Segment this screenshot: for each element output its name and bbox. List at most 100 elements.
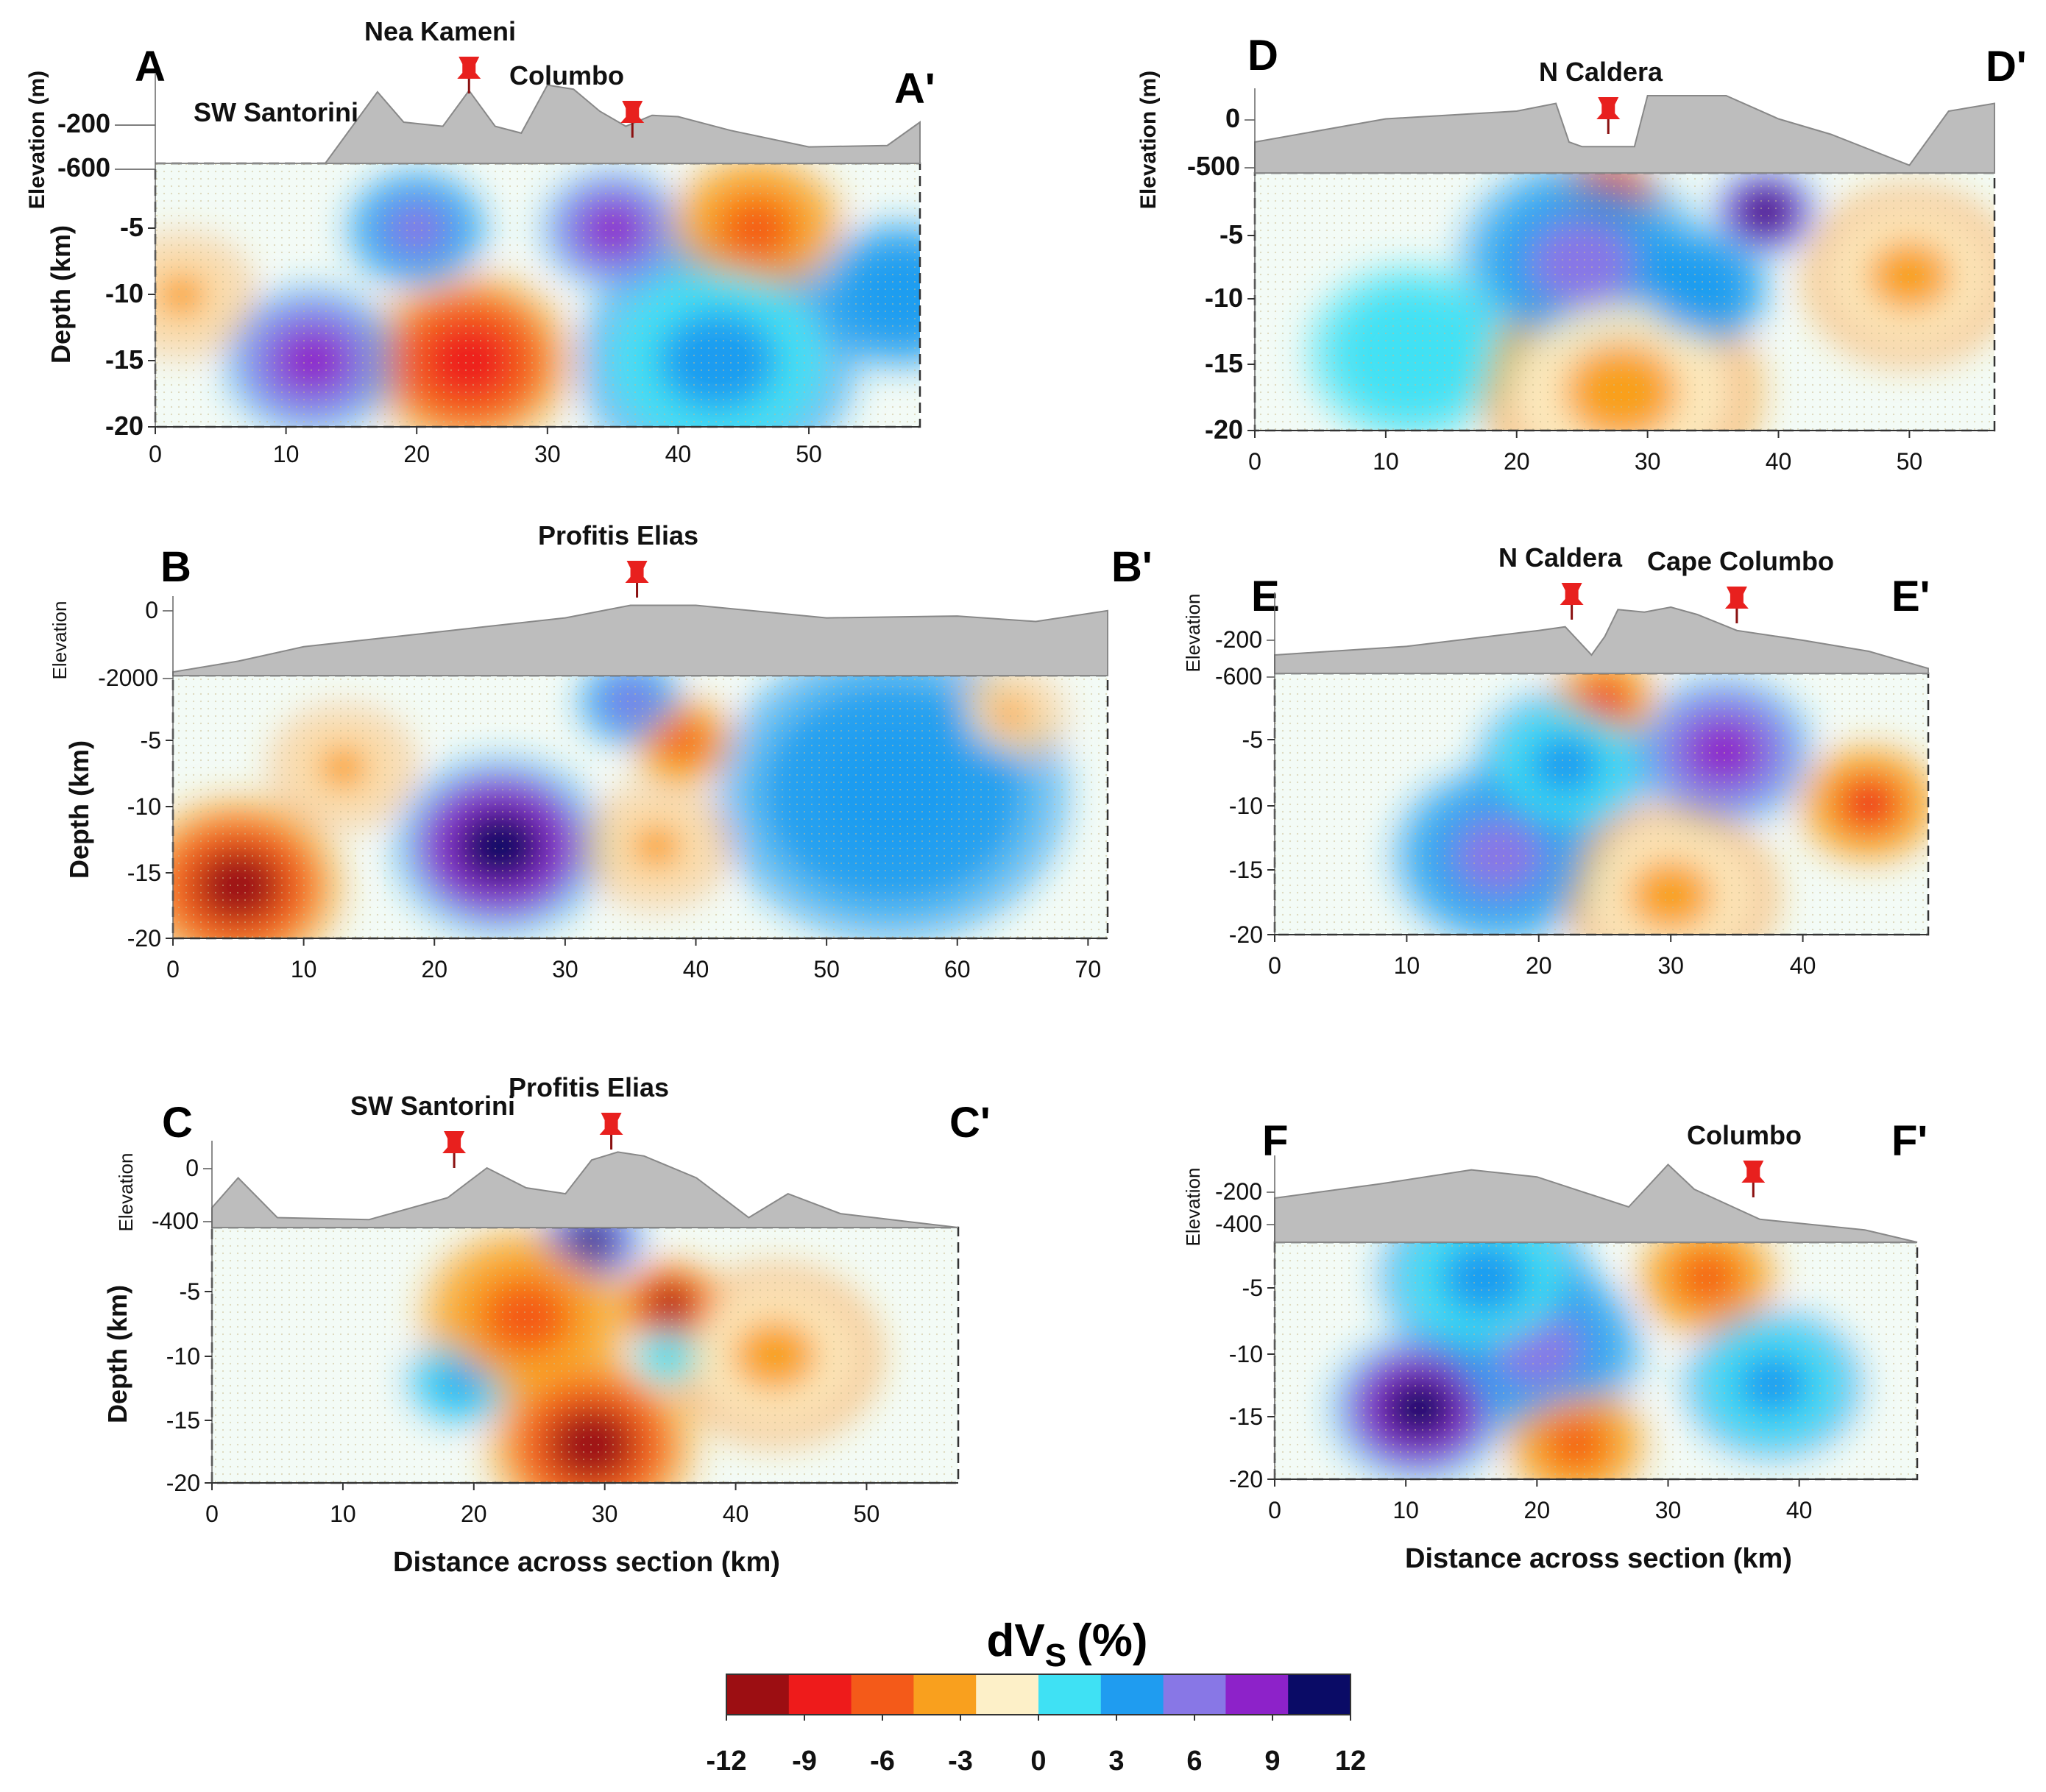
x-tick: 10 (330, 1501, 356, 1527)
depth-tick: -5 (180, 1278, 200, 1305)
x-tick: 30 (534, 441, 561, 467)
x-tick: 10 (1392, 1497, 1419, 1523)
x-tick: 20 (1524, 1497, 1551, 1523)
elevation-axis-title: Elevation (115, 1153, 137, 1232)
depth-tick: -10 (105, 278, 144, 308)
colorbar-swatch (1225, 1674, 1289, 1715)
x-tick: 20 (421, 956, 447, 982)
topography (1274, 1163, 1918, 1243)
colorbar-tick: -3 (948, 1746, 973, 1777)
peak-label: SW Santorini (194, 97, 358, 127)
x-tick: 50 (813, 956, 840, 982)
location-pin-icon (1741, 1161, 1766, 1197)
panel-label-start: D (1247, 32, 1278, 79)
colorbar-swatch (851, 1674, 914, 1715)
x-tick: 0 (1248, 448, 1261, 475)
peak-label: Profitis Elias (509, 1072, 669, 1102)
peak-label: N Caldera (1498, 542, 1623, 573)
velocity-field (212, 1228, 958, 1483)
elevation-tick: -200 (1215, 1178, 1262, 1205)
topography (1274, 606, 1929, 674)
location-pin-icon (620, 101, 645, 138)
panel-label-start: A (135, 43, 166, 91)
location-pin-icon (1560, 583, 1584, 620)
elevation-tick: 0 (1225, 103, 1240, 133)
depth-tick: -15 (1229, 1403, 1263, 1430)
colorbar-swatch (788, 1674, 852, 1715)
x-tick: 20 (1504, 448, 1530, 475)
colorbar-title: dVS (%) (986, 1615, 1147, 1674)
depth-tick: -20 (127, 925, 161, 952)
peak-label: Columbo (509, 60, 624, 91)
depth-tick: -10 (166, 1343, 200, 1370)
elevation-axis-title: Elevation (m) (1136, 71, 1161, 209)
colorbar-swatch (976, 1674, 1039, 1715)
location-pin-icon (1724, 587, 1749, 623)
panel-label-end: E' (1891, 573, 1930, 620)
depth-tick: -5 (1220, 219, 1243, 249)
x-tick: 40 (723, 1501, 749, 1527)
location-pin-icon (599, 1113, 623, 1150)
depth-tick: -15 (166, 1407, 200, 1434)
velocity-field (1255, 173, 1994, 431)
x-tick: 30 (552, 956, 578, 982)
elevation-tick: -500 (1187, 151, 1240, 181)
depth-tick: -15 (105, 344, 144, 375)
location-pin-icon (1596, 97, 1621, 134)
x-tick: 0 (205, 1501, 219, 1527)
x-tick: 0 (166, 956, 180, 982)
colorbar-swatch (1100, 1674, 1164, 1715)
colorbar-tick: 3 (1108, 1746, 1124, 1777)
x-tick: 0 (1268, 1497, 1281, 1523)
location-pin-icon (625, 561, 649, 598)
velocity-field (155, 163, 920, 427)
panel-d: D D' N Caldera 0 -500 Elevation (m) -5 -10 -15 -2… (1136, 32, 2027, 475)
elevation-tick: -200 (1215, 626, 1262, 653)
x-tick: 50 (796, 441, 822, 467)
depth-tick: -5 (1242, 726, 1263, 753)
x-axis-title: Distance across section (km) (393, 1547, 780, 1578)
depth-tick: -20 (166, 1470, 200, 1496)
x-tick: 10 (1373, 448, 1399, 475)
x-tick: 20 (403, 441, 430, 467)
elevation-tick: 0 (185, 1155, 199, 1181)
depth-axis-title: Depth (km) (64, 740, 94, 879)
colorbar-tick: 9 (1264, 1746, 1280, 1777)
panel-a: A A' SW Santorini Nea Kameni Columbo -200 -600… (25, 16, 935, 467)
depth-tick: -20 (105, 411, 144, 441)
colorbar-swatch (726, 1674, 790, 1715)
x-tick: 40 (1786, 1497, 1813, 1523)
colorbar-swatch (1038, 1674, 1102, 1715)
x-tick: 10 (1394, 952, 1420, 979)
panel-b: B B' Profitis Elias 0 -2000 Elevation Depth (k… (49, 520, 1153, 982)
depth-axis-title: Depth (km) (102, 1285, 132, 1423)
x-tick: 30 (592, 1501, 618, 1527)
x-tick: 40 (665, 441, 692, 467)
peak-label: Profitis Elias (538, 520, 698, 550)
x-tick: 40 (1766, 448, 1792, 475)
depth-tick: -15 (1229, 857, 1263, 883)
colorbar: dVS (%) -12 -9 -6 -3 0 3 6 9 12 (707, 1615, 1367, 1777)
x-tick: 20 (1526, 952, 1552, 979)
panel-label-end: C' (949, 1099, 991, 1147)
colorbar-tick: -6 (870, 1746, 895, 1777)
colorbar-tick: -9 (792, 1746, 817, 1777)
elevation-tick: -2000 (98, 665, 158, 691)
depth-tick: -10 (1229, 793, 1263, 819)
depth-tick: -10 (1229, 1341, 1263, 1367)
location-pin-icon (442, 1131, 467, 1168)
x-tick: 50 (854, 1501, 880, 1527)
colorbar-swatch (1288, 1674, 1351, 1715)
elevation-axis-title: Elevation (49, 601, 71, 680)
colorbar-ticks: -12 -9 -6 -3 0 3 6 9 12 (707, 1715, 1366, 1777)
panel-label-end: F' (1891, 1117, 1928, 1165)
depth-tick: -20 (1229, 1466, 1263, 1492)
x-tick: 0 (149, 441, 162, 467)
depth-axis-title: Depth (km) (46, 225, 76, 364)
panel-label-start: B (160, 543, 191, 591)
elevation-tick: -600 (57, 152, 110, 183)
topography (211, 1151, 959, 1228)
elevation-axis-title: Elevation (1182, 594, 1204, 673)
peak-label: Columbo (1687, 1120, 1802, 1150)
